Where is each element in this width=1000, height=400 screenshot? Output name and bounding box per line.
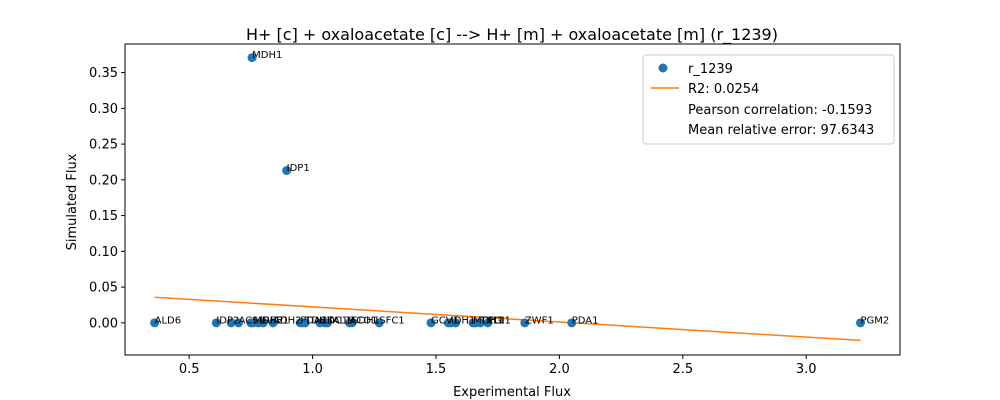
x-tick-label: 1.0	[302, 362, 323, 377]
data-point	[347, 318, 357, 328]
data-point	[475, 318, 485, 328]
y-tick-label: 0.15	[89, 209, 118, 224]
x-tick-label: 2.5	[672, 362, 693, 377]
legend: r_1239 R2: 0.0254 Pearson correlation: -…	[642, 54, 895, 145]
x-tick-label: 3.0	[796, 362, 817, 377]
point-label: RPE1	[263, 315, 289, 326]
y-tick-label: 0.35	[89, 66, 118, 81]
y-tick-label: 0.20	[89, 173, 118, 188]
data-point	[322, 318, 332, 328]
point-label: IDP1	[287, 163, 310, 174]
point-label: ZWF1	[525, 315, 554, 326]
legend-entry-r2: R2: 0.0254	[688, 82, 759, 97]
trend-layer	[154, 296, 861, 342]
points-layer	[150, 53, 866, 328]
point-label: SDH1	[352, 315, 380, 326]
x-tick-label: 0.5	[179, 362, 200, 377]
data-point	[483, 318, 493, 328]
data-point	[451, 318, 461, 328]
point-label: ACO1	[350, 315, 378, 326]
y-tick-label: 0.05	[89, 281, 118, 296]
point-label: TDH3	[304, 315, 333, 326]
x-axis: 0.5 1.0 1.5 2.0 2.5 3.0	[179, 355, 817, 377]
data-point	[226, 318, 236, 328]
point-labels-layer: ALD6 IDP2 ACS1MDH2RPE1ADH2PDA1TDH3CDC19TAL…	[155, 50, 890, 326]
point-label: IDP2	[216, 315, 239, 326]
point-label: MDH1	[252, 50, 282, 61]
y-tick-label: 0.10	[89, 245, 118, 260]
regression-line	[154, 296, 861, 342]
point-label: IDH1	[451, 315, 476, 326]
data-point	[300, 318, 310, 328]
x-tick-label: 1.5	[426, 362, 447, 377]
data-point	[520, 318, 530, 328]
legend-box	[642, 54, 895, 145]
x-tick-label: 2.0	[549, 362, 570, 377]
point-label: ALD6	[155, 315, 181, 326]
legend-entry-mre: Mean relative error: 97.6343	[688, 123, 874, 138]
point-label: ACS1	[239, 315, 265, 326]
data-point	[247, 53, 257, 63]
y-tick-label: 0.00	[89, 316, 118, 331]
data-point	[150, 318, 160, 328]
legend-entry-pearson: Pearson correlation: -0.1593	[688, 103, 872, 118]
point-label: MDH2	[253, 315, 283, 326]
data-point	[374, 318, 384, 328]
data-point	[426, 318, 436, 328]
y-axis: 0.00 0.05 0.10 0.15 0.20 0.25 0.30 0.35	[89, 66, 125, 331]
y-axis-title: Simulated Flux	[65, 153, 80, 250]
x-axis-title: Experimental Flux	[453, 385, 571, 400]
data-point	[856, 318, 866, 328]
plot-frame	[124, 43, 901, 356]
point-label: SFC1	[379, 315, 404, 326]
point-label: PGM2	[861, 315, 890, 326]
data-point	[234, 318, 244, 328]
legend-entry-scatter: r_1239	[688, 62, 733, 77]
point-label: CDC19	[320, 315, 354, 326]
data-point	[282, 166, 292, 176]
y-tick-label: 0.30	[89, 102, 118, 117]
point-label: PGI1	[488, 315, 511, 326]
point-label: TKL1	[479, 315, 505, 326]
point-label: ADH2	[273, 315, 301, 326]
chart-title: H+ [c] + oxaloacetate [c] --> H+ [m] + o…	[246, 25, 778, 45]
point-label: MDH1	[473, 315, 503, 326]
data-point	[211, 318, 221, 328]
point-label: PDA1	[300, 315, 327, 326]
data-point	[258, 318, 268, 328]
data-point	[268, 318, 278, 328]
point-label: TAL1	[326, 315, 351, 326]
point-label: GCV1	[431, 315, 459, 326]
point-label: PDA1	[572, 315, 599, 326]
legend-marker-scatter	[658, 63, 668, 73]
data-point	[567, 318, 577, 328]
y-tick-label: 0.25	[89, 138, 118, 153]
